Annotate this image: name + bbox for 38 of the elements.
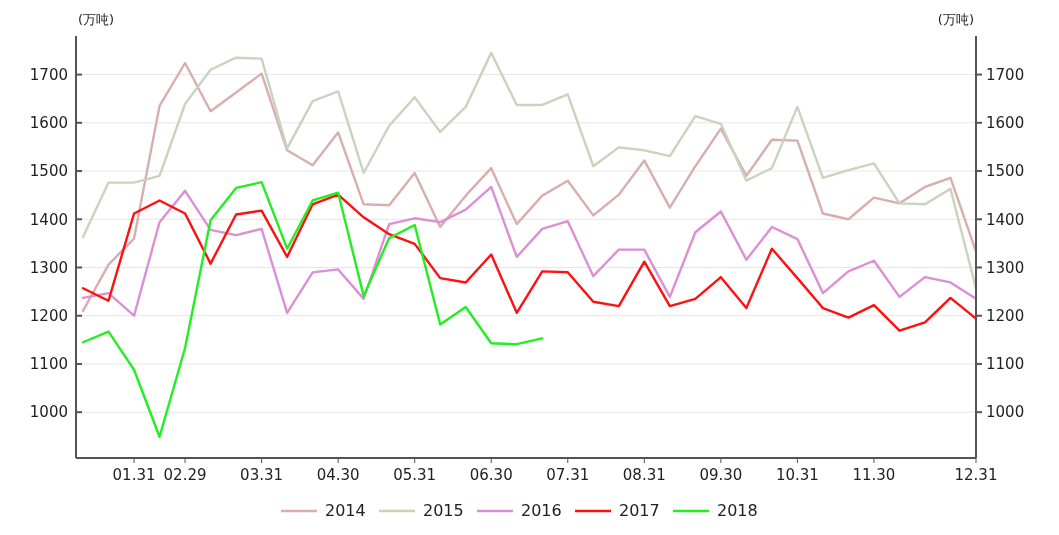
y-tick-label: 1100 (29, 355, 68, 374)
y-tick-label: 1400 (29, 210, 68, 229)
y-tick-label: 1500 (29, 162, 68, 181)
y-axis-title: (万吨) (78, 12, 115, 27)
x-tick-label: 06.30 (469, 466, 513, 484)
x-tick-label: 07.31 (546, 466, 590, 484)
y-tick-label: 1700 (29, 65, 68, 84)
y2-tick-label: 1100 (986, 355, 1025, 374)
y2-tick-label: 1400 (986, 210, 1025, 229)
x-tick-label: 05.31 (393, 466, 437, 484)
x-tick-label: 02.29 (163, 466, 207, 484)
x-tick-label: 03.31 (240, 466, 284, 484)
y2-tick-label: 1200 (986, 306, 1025, 325)
y2-tick-label: 1600 (986, 114, 1025, 133)
y2-tick-label: 1300 (986, 258, 1025, 277)
x-tick-label: 04.30 (316, 466, 360, 484)
y-tick-label: 1200 (29, 306, 68, 325)
y-tick-label: 1300 (29, 258, 68, 277)
y2-axis-title: (万吨) (937, 12, 974, 27)
y2-tick-label: 1000 (986, 403, 1025, 422)
legend-label: 2014 (325, 501, 366, 520)
legend-label: 2016 (521, 501, 562, 520)
x-tick-label: 08.31 (622, 466, 666, 484)
legend-label: 2017 (619, 501, 660, 520)
x-tick-label: 01.31 (112, 466, 156, 484)
legend-label: 2018 (717, 501, 758, 520)
legend-label: 2015 (423, 501, 464, 520)
line-series (81, 185, 978, 317)
x-tick-label: 10.31 (775, 466, 819, 484)
x-tick-label: 09.30 (699, 466, 743, 484)
x-tick-label: 12.31 (954, 466, 998, 484)
x-tick-label: 11.30 (852, 466, 896, 484)
line-series (81, 180, 544, 438)
y-tick-label: 1600 (29, 114, 68, 133)
y2-tick-label: 1500 (986, 162, 1025, 181)
y-tick-label: 1000 (29, 403, 68, 422)
line-series (81, 193, 978, 332)
y2-tick-label: 1700 (986, 65, 1025, 84)
